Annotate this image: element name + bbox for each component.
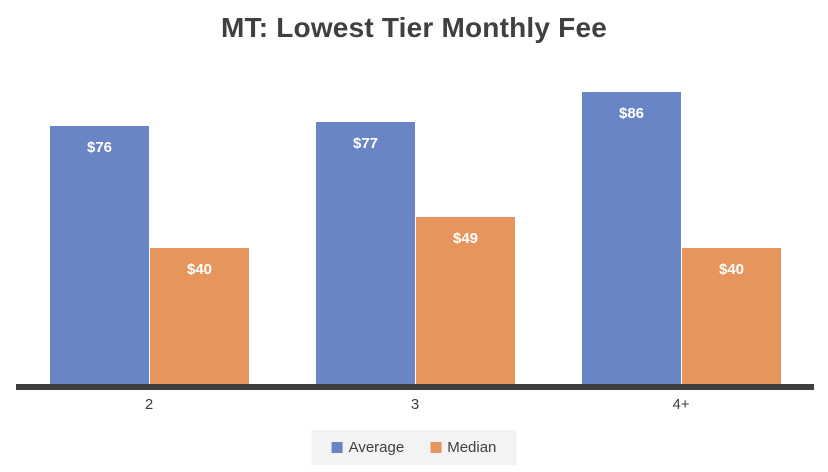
bar-median-2 xyxy=(150,248,249,384)
bar-average-2 xyxy=(50,126,149,384)
chart-title: MT: Lowest Tier Monthly Fee xyxy=(220,12,608,43)
data-label-median-2: $40 xyxy=(186,261,213,278)
data-label-average-3: $77 xyxy=(352,135,379,152)
data-label-average-2: $76 xyxy=(86,139,113,156)
bar-median-3 xyxy=(416,217,515,384)
x-tick-label-3: 3 xyxy=(410,396,420,413)
bar-median-4+ xyxy=(682,248,781,384)
legend: Average Median xyxy=(311,430,517,465)
x-tick-label-4+: 4+ xyxy=(672,396,690,413)
legend-swatch-average xyxy=(331,442,343,453)
legend-item-median: Median xyxy=(430,440,496,455)
x-tick-label-2: 2 xyxy=(144,396,154,413)
bar-average-4+ xyxy=(582,92,681,384)
data-label-median-3: $49 xyxy=(452,230,479,247)
data-label-average-4+: $86 xyxy=(618,105,645,122)
legend-label-median: Median xyxy=(447,439,497,456)
legend-item-average: Average xyxy=(331,439,405,456)
data-label-median-4+: $40 xyxy=(718,261,745,278)
legend-swatch-median xyxy=(430,442,442,453)
legend-label-average: Average xyxy=(348,439,405,456)
bar-average-3 xyxy=(316,122,415,384)
x-axis-line xyxy=(16,384,814,390)
